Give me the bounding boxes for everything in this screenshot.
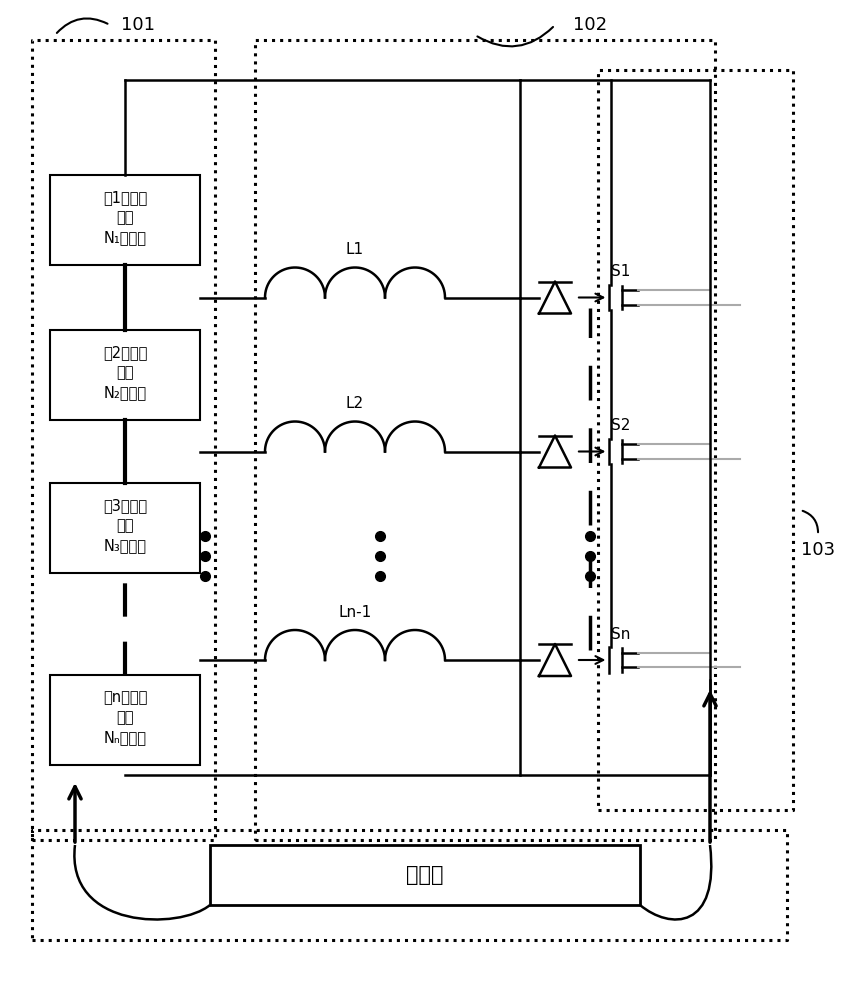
Text: 模块: 模块 xyxy=(116,365,134,380)
Text: 模块: 模块 xyxy=(116,518,134,534)
Text: 控制器: 控制器 xyxy=(406,865,443,885)
Text: L2: L2 xyxy=(346,396,364,412)
Bar xyxy=(50,175,199,265)
Text: 103: 103 xyxy=(800,541,834,559)
Bar xyxy=(50,330,199,420)
Text: 模块: 模块 xyxy=(116,211,134,226)
Bar xyxy=(50,483,199,573)
Text: L1: L1 xyxy=(346,242,364,257)
Text: Nₙ个电池: Nₙ个电池 xyxy=(103,730,147,746)
Text: N₁个电池: N₁个电池 xyxy=(103,231,147,245)
Text: 第1个电池: 第1个电池 xyxy=(103,190,147,206)
Text: 第n个电池: 第n个电池 xyxy=(103,690,147,706)
Text: 第2个电池: 第2个电池 xyxy=(103,346,147,360)
Text: S2: S2 xyxy=(610,418,630,434)
Text: S1: S1 xyxy=(610,264,630,279)
Text: N₂个电池: N₂个电池 xyxy=(103,385,147,400)
Text: 第3个电池: 第3个电池 xyxy=(103,498,147,514)
Bar xyxy=(210,845,639,905)
Text: 模块: 模块 xyxy=(116,710,134,726)
Text: 101: 101 xyxy=(121,16,155,34)
Text: 102: 102 xyxy=(573,16,607,34)
Text: Ln-1: Ln-1 xyxy=(338,605,371,620)
Text: Sn: Sn xyxy=(610,627,630,642)
Text: N₃个电池: N₃个电池 xyxy=(103,538,147,554)
Bar xyxy=(50,675,199,765)
